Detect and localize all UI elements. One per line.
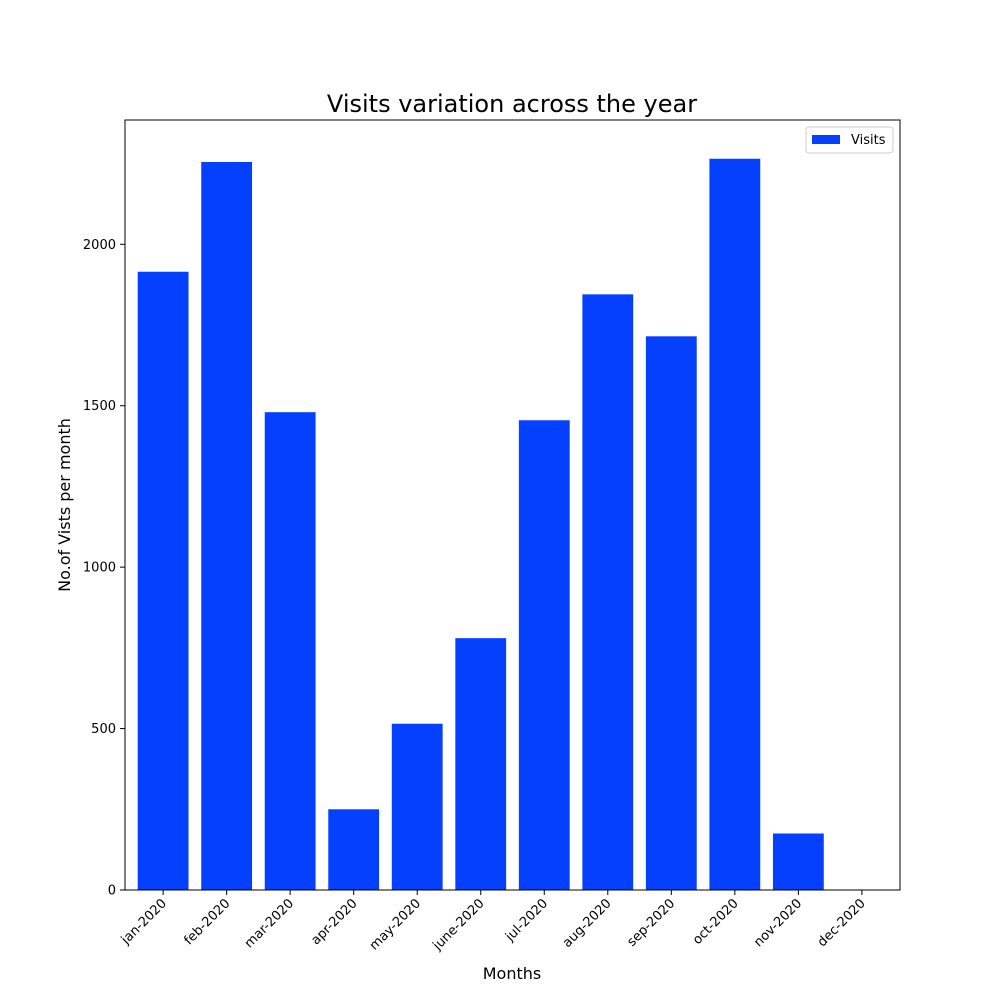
x-tick-label-feb-2020: feb-2020 [181,896,233,948]
y-tick-label: 2000 [83,238,116,253]
bar-nov-2020 [772,833,824,890]
x-tick-label-june-2020: june-2020 [430,896,488,954]
bar-mar-2020 [264,412,316,890]
bar-sep-2020 [645,336,697,890]
x-tick-label-jan-2020: jan-2020 [118,896,170,948]
x-tick-label-oct-2020: oct-2020 [690,896,742,948]
legend-swatch [812,135,840,144]
bar-june-2020 [455,638,507,890]
bar-jul-2020 [518,420,570,890]
y-tick-label: 1000 [83,561,116,576]
y-tick-label: 1500 [83,399,116,414]
bar-jan-2020 [137,271,189,890]
x-tick-label-dec-2020: dec-2020 [815,896,869,950]
x-tick-label-may-2020: may-2020 [367,896,424,953]
x-tick-label-nov-2020: nov-2020 [751,896,805,950]
x-axis-label: Months [483,964,541,983]
legend: Visits [805,126,894,154]
bar-aug-2020 [582,294,634,891]
legend-label: Visits [851,133,886,148]
bar-may-2020 [391,723,443,890]
y-axis: 0 500 1000 1500 2000 [83,238,125,899]
x-axis: jan-2020 feb-2020 mar-2020 apr-2020 may-2020… [118,890,869,954]
x-tick-label-mar-2020: mar-2020 [242,896,297,951]
y-axis-label: No.of Vists per month [55,418,74,592]
plot-frame [124,119,901,891]
y-tick-label: 500 [91,722,116,737]
bars-group [137,158,824,891]
bar-feb-2020 [201,161,253,891]
x-tick-label-apr-2020: apr-2020 [309,896,361,948]
bar-apr-2020 [328,809,380,890]
bar-oct-2020 [709,158,761,891]
y-tick-label: 0 [108,884,116,899]
x-tick-label-sep-2020: sep-2020 [625,896,679,950]
x-tick-label-aug-2020: aug-2020 [560,896,615,951]
legend-frame [805,126,894,154]
x-tick-label-jul-2020: jul-2020 [502,896,551,945]
chart-title: Visits variation across the year [327,90,697,118]
